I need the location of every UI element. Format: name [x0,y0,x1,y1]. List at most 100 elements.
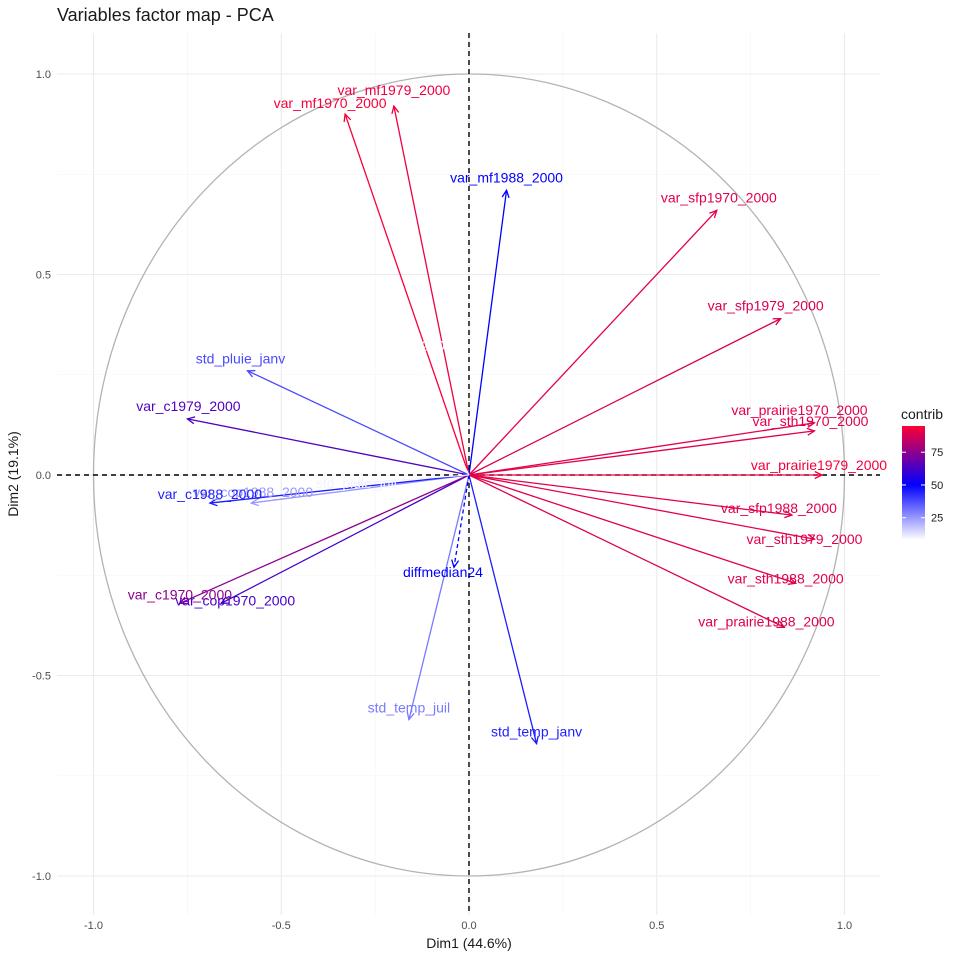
arrow-head [806,533,816,542]
legend-colorbar [902,426,925,540]
arrow-std_temp_janv [468,474,539,746]
arrow-var_prairie1970_2000 [468,419,816,476]
arrow-head [354,478,365,487]
arrow-var_prairie1979_2000 [469,470,824,480]
arrow-var_sth1979_2000 [468,474,816,542]
chart-title: Variables factor map - PCA [57,5,274,25]
label-var_cop1988_2000: var_cop1988_2000 [193,484,313,500]
label-var_cop1979_2000: var_cop1979_2000 [333,338,453,354]
label-var_sth1988_2000: var_sth1988_2000 [728,570,844,586]
arrow-var_c1970_2000 [178,474,470,605]
y-tick-label: 0.5 [36,270,51,282]
y-tick-label: 0.0 [36,470,51,482]
label-var_mf1979_2000: var_mf1979_2000 [337,82,450,98]
label-var_sfp1988_2000: var_sfp1988_2000 [721,500,837,516]
x-tick-label: 0.5 [649,920,664,932]
arrow-shaft [468,474,796,584]
label-var_c1988_2000: var_c1988_2000 [158,486,263,502]
arrow-var_mf1970_2000 [343,112,470,476]
legend-title: contrib [901,406,943,422]
arrow-shaft [468,318,781,476]
arrow-shaft [247,370,470,476]
arrow-var_prairie1988_2000 [468,474,786,629]
arrow-shaft [468,474,793,516]
arrow-shaft [179,474,470,604]
label-var_prairie1970_2000: var_prairie1970_2000 [731,402,867,418]
arrow-shaft [468,209,718,476]
arrow-shaft [393,105,470,476]
x-tick-label: -0.5 [272,920,291,932]
arrow-head [219,596,230,605]
label-diffmedian24: diffmedian24 [403,564,483,580]
arrow-head [772,317,783,326]
arrow-shaft [412,362,470,476]
arrow-head [178,596,188,605]
arrow-head [501,188,510,199]
arrow-std_pluie_janv [246,370,470,476]
arrow-head [784,510,794,519]
y-tick-label: 1.0 [36,69,51,81]
arrow-shaft [356,474,470,484]
y-tick-label: -1.0 [32,871,51,883]
x-axis-title: Dim1 (44.6%) [426,935,512,951]
label-var_prairie1979_2000: var_prairie1979_2000 [751,457,887,473]
arrow-var_sfp1988_2000 [468,474,794,519]
legend-tick-label: 25 [931,513,943,525]
arrow-shaft [209,474,470,504]
x-tick-label: 1.0 [837,920,852,932]
label-std_pluie_janv: std_pluie_janv [196,351,286,367]
arrow-head [246,370,256,378]
y-axis-title: Dim2 (19.1%) [5,431,21,517]
arrow-shaft [468,430,815,476]
axis-ticks: -1.0 -0.5 0.0 0.5 1.0 -1.0 -0.5 0.0 0.5 1.0 [32,69,852,932]
label-var_mf1988_2000: var_mf1988_2000 [450,169,563,185]
arrow-head [814,470,824,480]
label-var_mf1970_2000: var_mf1970_2000 [274,95,387,111]
arrow-head [806,419,816,428]
arrow-head [249,498,260,507]
arrow-head [391,104,400,114]
label-std_pluie_juil: std_pluie_juil [316,475,397,491]
label-var_c1979_2000: var_c1979_2000 [136,398,241,414]
label-var_sth1979_2000: var_sth1979_2000 [746,531,862,547]
arrow-shaft [251,474,470,504]
arrow-head [208,498,218,507]
label-var_cop1970_2000: var_cop1970_2000 [175,592,295,608]
y-tick-label: -0.5 [32,671,51,683]
label-var_sth1970_2000: var_sth1970_2000 [752,413,868,429]
arrow-head [406,711,415,722]
contrib-legend: contrib 25 50 75 [901,406,943,540]
label-var_sfp1970_2000: var_sfp1970_2000 [661,189,777,205]
arrow-shaft [468,474,815,540]
arrow-var_sth1970_2000 [468,427,816,476]
arrow-shaft [408,474,470,720]
variable-arrows [178,104,824,746]
arrow-diffmedian24 [451,474,470,569]
arrow-var_sfp1970_2000 [468,209,718,476]
label-var_sfp1979_2000: var_sfp1979_2000 [708,298,824,314]
label-std_temp_janv: std_temp_janv [491,724,582,740]
arrow-head [185,416,196,425]
arrow-head [709,209,718,219]
arrow-head [530,735,539,746]
x-tick-label: 0.0 [461,920,476,932]
label-std_temp_juil: std_temp_juil [368,700,451,716]
arrow-var_sth1988_2000 [468,474,798,585]
arrow-var_sfp1979_2000 [468,317,783,476]
arrow-var_c1988_2000 [208,474,470,507]
arrow-shaft [453,474,470,568]
arrow-std_pluie_juil [354,474,470,487]
arrow-head [343,112,352,123]
arrow-shaft [468,190,508,476]
arrow-head [787,577,798,585]
arrow-std_temp_juil [406,474,470,722]
arrow-var_cop1988_2000 [249,474,470,507]
arrow-head [451,559,460,569]
arrow-head [412,361,420,371]
arrow-shaft [220,474,470,604]
x-tick-label: -1.0 [84,920,103,932]
arrow-var_c1979_2000 [185,416,470,476]
arrow-shaft [468,474,785,628]
